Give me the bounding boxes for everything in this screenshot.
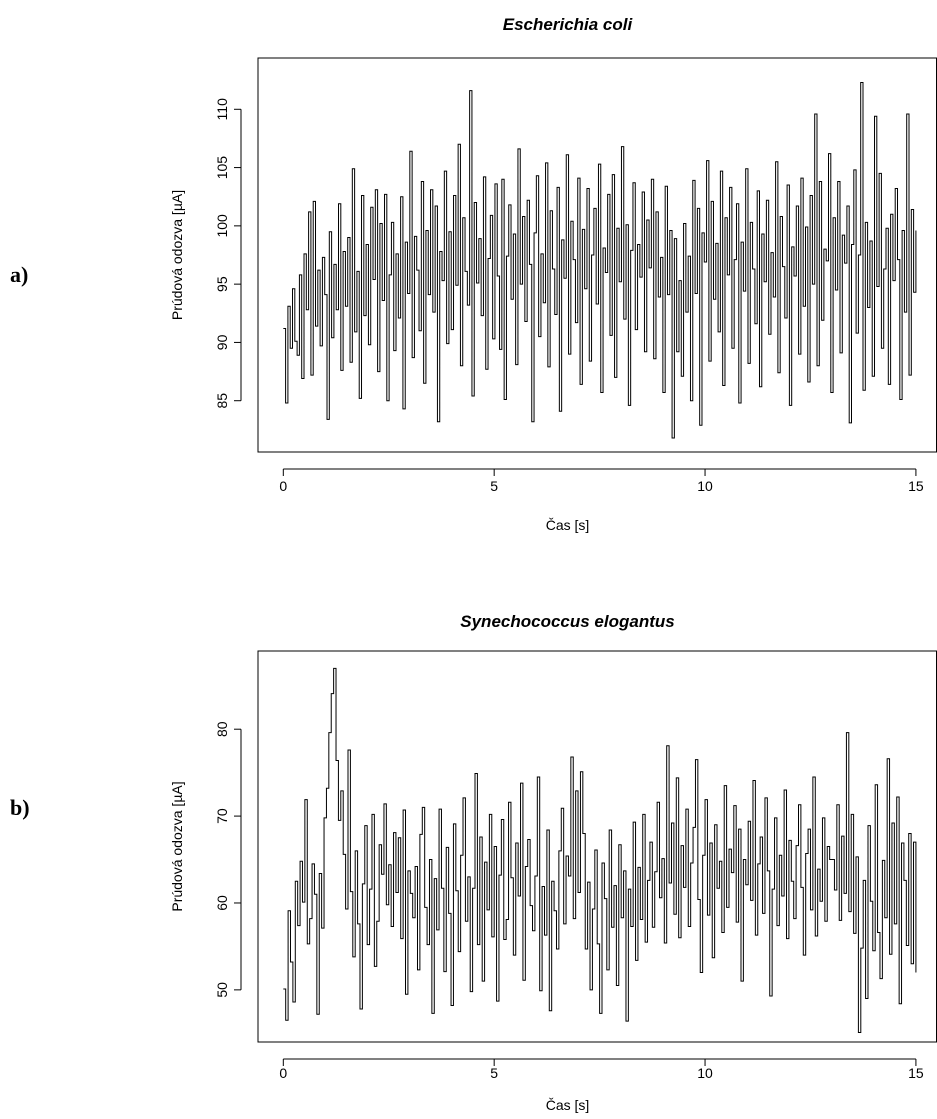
chart-panel-1: Escherichia coli 0 5 10 15 Čas [s] 85 90 95 100 10… [169, 15, 937, 533]
y-axis-label: Prúdová odozva [µA] [169, 190, 185, 320]
y-tick-label: 100 [214, 214, 230, 238]
y-tick-label: 60 [214, 895, 230, 911]
y-axis: 85 90 95 100 105 110 [214, 98, 242, 409]
chart-title: Synechococcus elogantus [460, 612, 674, 631]
x-axis: 0 5 10 15 [279, 468, 924, 494]
x-axis: 0 5 10 15 [279, 1058, 924, 1081]
x-axis-label: Čas [s] [546, 517, 590, 533]
x-tick-label: 0 [279, 478, 287, 494]
plot-frame [257, 57, 937, 453]
x-tick-label: 10 [697, 478, 713, 494]
y-tick-label: 70 [214, 808, 230, 824]
chart-title: Escherichia coli [503, 15, 634, 34]
series-line-1 [283, 81, 917, 439]
y-axis-label: Prúdová odozva [µA] [169, 781, 185, 911]
y-tick-label: 105 [214, 156, 230, 180]
y-axis: 50 60 70 80 [214, 721, 242, 998]
series-line-1 [283, 667, 917, 1033]
y-tick-label: 95 [214, 276, 230, 292]
x-tick-label: 15 [908, 1065, 924, 1081]
y-tick-label: 110 [214, 98, 230, 121]
y-tick-label: 50 [214, 982, 230, 998]
x-tick-label: 10 [697, 1065, 713, 1081]
panel-label-b: b) [10, 795, 30, 820]
x-axis-label: Čas [s] [546, 1097, 590, 1113]
y-tick-label: 80 [214, 721, 230, 737]
y-tick-label: 90 [214, 334, 230, 350]
x-tick-label: 5 [490, 1065, 498, 1081]
x-tick-label: 15 [908, 478, 924, 494]
x-tick-label: 0 [279, 1065, 287, 1081]
x-tick-label: 5 [490, 478, 498, 494]
y-tick-label: 85 [214, 393, 230, 409]
chart-panel-2: Synechococcus elogantus 0 5 10 15 Čas [s] 50 60… [169, 612, 937, 1113]
panel-label-a: a) [10, 262, 29, 287]
